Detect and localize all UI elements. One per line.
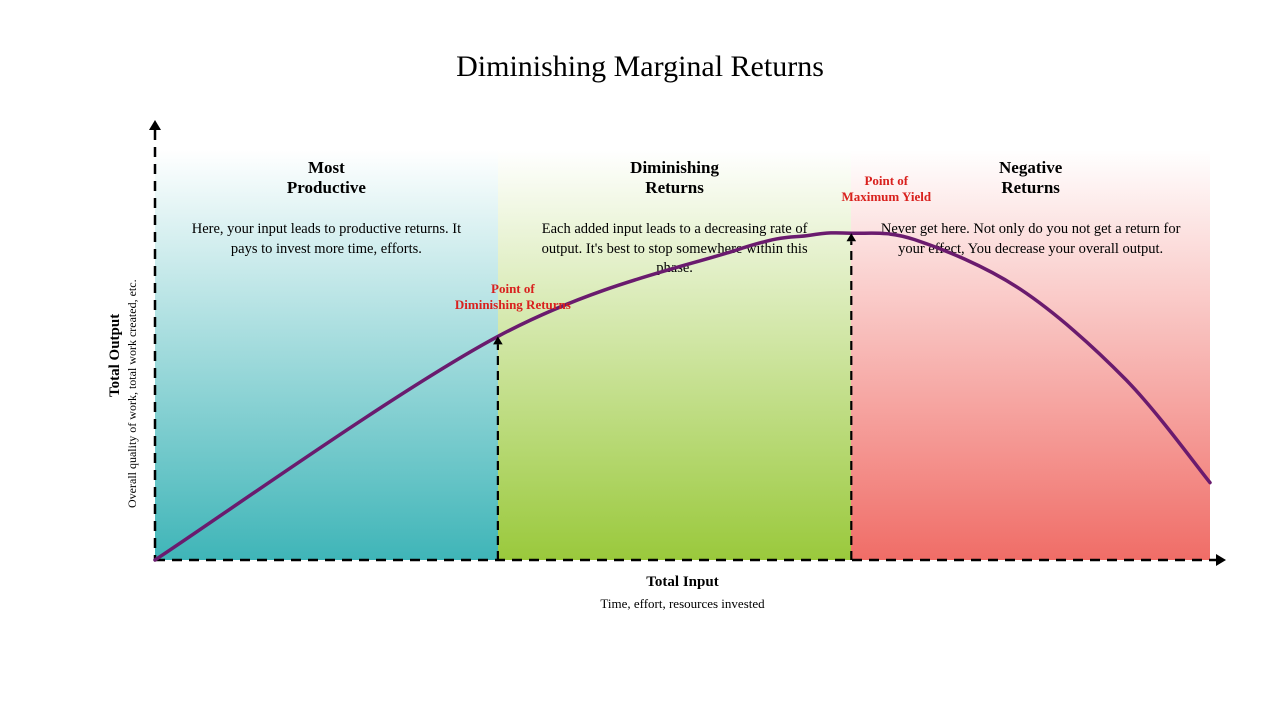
point-label-1: Point of Maximum Yield — [811, 173, 961, 204]
x-axis-title: Total Input — [155, 574, 1210, 591]
page-title: Diminishing Marginal Returns — [0, 50, 1280, 84]
x-axis-subtitle: Time, effort, resources invested — [155, 596, 1210, 612]
page: Diminishing Marginal Returns Most Produc… — [0, 0, 1280, 720]
y-axis-subtitle: Overall quality of work, total work crea… — [125, 280, 140, 509]
y-axis-title: Total Output — [107, 313, 124, 396]
point-label-0: Point of Diminishing Returns — [428, 281, 598, 312]
markers-svg — [155, 130, 1210, 560]
chart-area: Most ProductiveHere, your input leads to… — [155, 130, 1210, 560]
